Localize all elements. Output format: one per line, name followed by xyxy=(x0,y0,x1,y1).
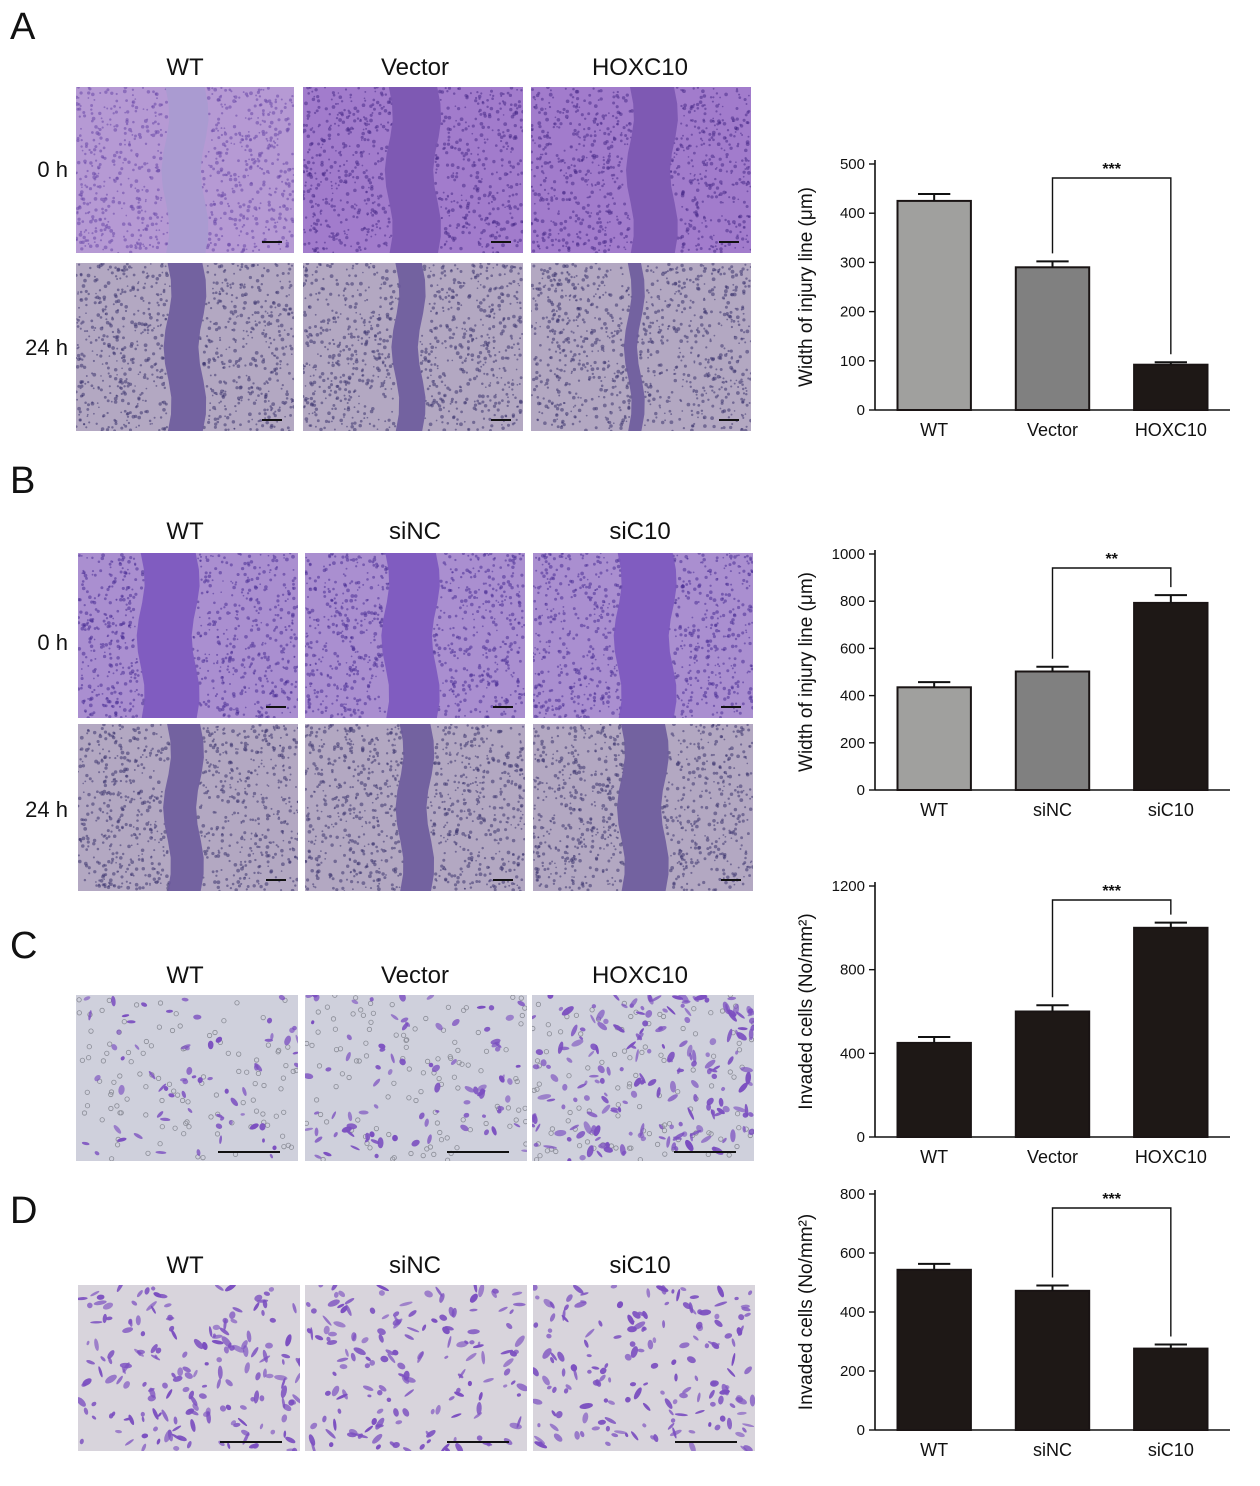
column-label: HOXC10 xyxy=(591,54,689,81)
y-tick-label: 100 xyxy=(840,353,865,370)
y-tick-label: 800 xyxy=(840,593,865,610)
bar xyxy=(896,1268,972,1431)
y-axis-label: Width of injury line (μm) xyxy=(796,572,817,772)
column-label: WT xyxy=(166,518,204,545)
x-tick-label: siNC xyxy=(1033,800,1072,820)
scratch-image xyxy=(78,724,298,891)
significance-label: *** xyxy=(1102,883,1121,900)
x-tick-label: HOXC10 xyxy=(1135,420,1207,440)
bar xyxy=(1014,1010,1091,1138)
significance-label: ** xyxy=(1105,551,1118,568)
y-axis-label: Invaded cells (No/mm²) xyxy=(796,1214,817,1410)
bar xyxy=(896,686,972,791)
y-tick-label: 0 xyxy=(857,1422,865,1439)
panel-label-a: A xyxy=(10,6,36,48)
row-label: 0 h xyxy=(37,630,68,655)
bar xyxy=(1014,266,1091,411)
column-label: siNC xyxy=(389,518,441,545)
x-tick-label: HOXC10 xyxy=(1135,1147,1207,1167)
bar-chart-a: Width of injury line (μm) 0 100 200 300 400 50… xyxy=(790,150,1250,450)
y-tick-label: 0 xyxy=(857,782,865,799)
y-tick-label: 400 xyxy=(840,688,865,705)
invasion-image xyxy=(305,1285,527,1451)
panel-label-d: D xyxy=(10,1190,38,1232)
scratch-image xyxy=(533,553,753,718)
scratch-image xyxy=(303,263,523,431)
scratch-image xyxy=(531,263,751,431)
x-tick-label: siC10 xyxy=(1148,800,1194,820)
significance-bracket xyxy=(1051,899,1172,998)
bar xyxy=(1133,363,1209,411)
column-label: WT xyxy=(166,54,204,81)
bar xyxy=(896,1041,972,1138)
significance-bracket xyxy=(1051,1207,1172,1337)
significance-label: *** xyxy=(1102,161,1121,178)
column-label: WT xyxy=(166,962,204,989)
invasion-image xyxy=(533,1285,755,1451)
bar xyxy=(896,199,972,412)
invasion-image xyxy=(305,995,527,1161)
bar-chart-c: Invaded cells (No/mm²) 0 400 800 1200 WT Vecto… xyxy=(790,872,1250,1177)
invasion-image xyxy=(78,1285,300,1451)
y-tick-label: 0 xyxy=(857,1129,865,1146)
column-label: siNC xyxy=(389,1252,441,1279)
scratch-image xyxy=(533,724,753,891)
invasion-image xyxy=(532,995,754,1161)
x-tick-label: WT xyxy=(920,800,948,820)
bar-chart-b: Width of injury line (μm) 0 200 400 600 800 10… xyxy=(790,540,1250,830)
x-tick-label: WT xyxy=(920,1440,948,1460)
invasion-image xyxy=(76,995,298,1161)
column-label: siC10 xyxy=(609,1252,671,1279)
y-tick-label: 0 xyxy=(857,402,865,419)
x-tick-label: WT xyxy=(920,1147,948,1167)
y-tick-label: 800 xyxy=(840,1186,865,1203)
bar xyxy=(1133,1347,1209,1432)
scratch-image xyxy=(78,553,298,718)
column-label: Vector xyxy=(380,962,450,989)
y-tick-label: 800 xyxy=(840,962,865,979)
y-tick-label: 300 xyxy=(840,254,865,271)
x-tick-label: WT xyxy=(920,420,948,440)
y-axis-label: Invaded cells (No/mm²) xyxy=(796,913,817,1109)
x-tick-label: Vector xyxy=(1027,1147,1078,1167)
bar xyxy=(1014,670,1091,791)
bar-chart-d: Invaded cells (No/mm²) 0 200 400 600 800 WT siN… xyxy=(790,1180,1250,1470)
bar xyxy=(1014,1289,1091,1431)
scratch-image xyxy=(305,724,525,891)
panel-label-b: B xyxy=(10,460,36,502)
y-tick-label: 600 xyxy=(840,640,865,657)
y-axis-label: Width of injury line (μm) xyxy=(796,187,817,387)
column-label: siC10 xyxy=(609,518,671,545)
scratch-image xyxy=(303,87,523,253)
row-label: 0 h xyxy=(37,157,68,182)
scratch-image xyxy=(531,87,751,253)
y-tick-label: 1200 xyxy=(832,878,865,895)
significance-bracket xyxy=(1051,177,1172,355)
y-tick-label: 600 xyxy=(840,1245,865,1262)
x-tick-label: siC10 xyxy=(1148,1440,1194,1460)
y-tick-label: 400 xyxy=(840,1045,865,1062)
y-tick-label: 200 xyxy=(840,304,865,321)
scratch-image xyxy=(305,553,525,718)
column-label: HOXC10 xyxy=(591,962,689,989)
significance-label: *** xyxy=(1102,1191,1121,1208)
scratch-image xyxy=(76,87,294,253)
bar xyxy=(1133,601,1209,792)
row-label: 24 h xyxy=(25,335,68,360)
x-tick-label: siNC xyxy=(1033,1440,1072,1460)
row-label: 24 h xyxy=(25,797,68,822)
y-tick-label: 400 xyxy=(840,1304,865,1321)
y-tick-label: 500 xyxy=(840,156,865,173)
y-tick-label: 400 xyxy=(840,205,865,222)
column-label: WT xyxy=(166,1252,204,1279)
column-label: Vector xyxy=(380,54,450,81)
bar xyxy=(1133,926,1209,1138)
y-tick-label: 200 xyxy=(840,735,865,752)
panel-label-c: C xyxy=(10,925,38,967)
x-tick-label: Vector xyxy=(1027,420,1078,440)
scratch-image xyxy=(76,263,294,431)
y-tick-label: 200 xyxy=(840,1363,865,1380)
y-tick-label: 1000 xyxy=(832,546,865,563)
significance-bracket xyxy=(1051,567,1172,659)
